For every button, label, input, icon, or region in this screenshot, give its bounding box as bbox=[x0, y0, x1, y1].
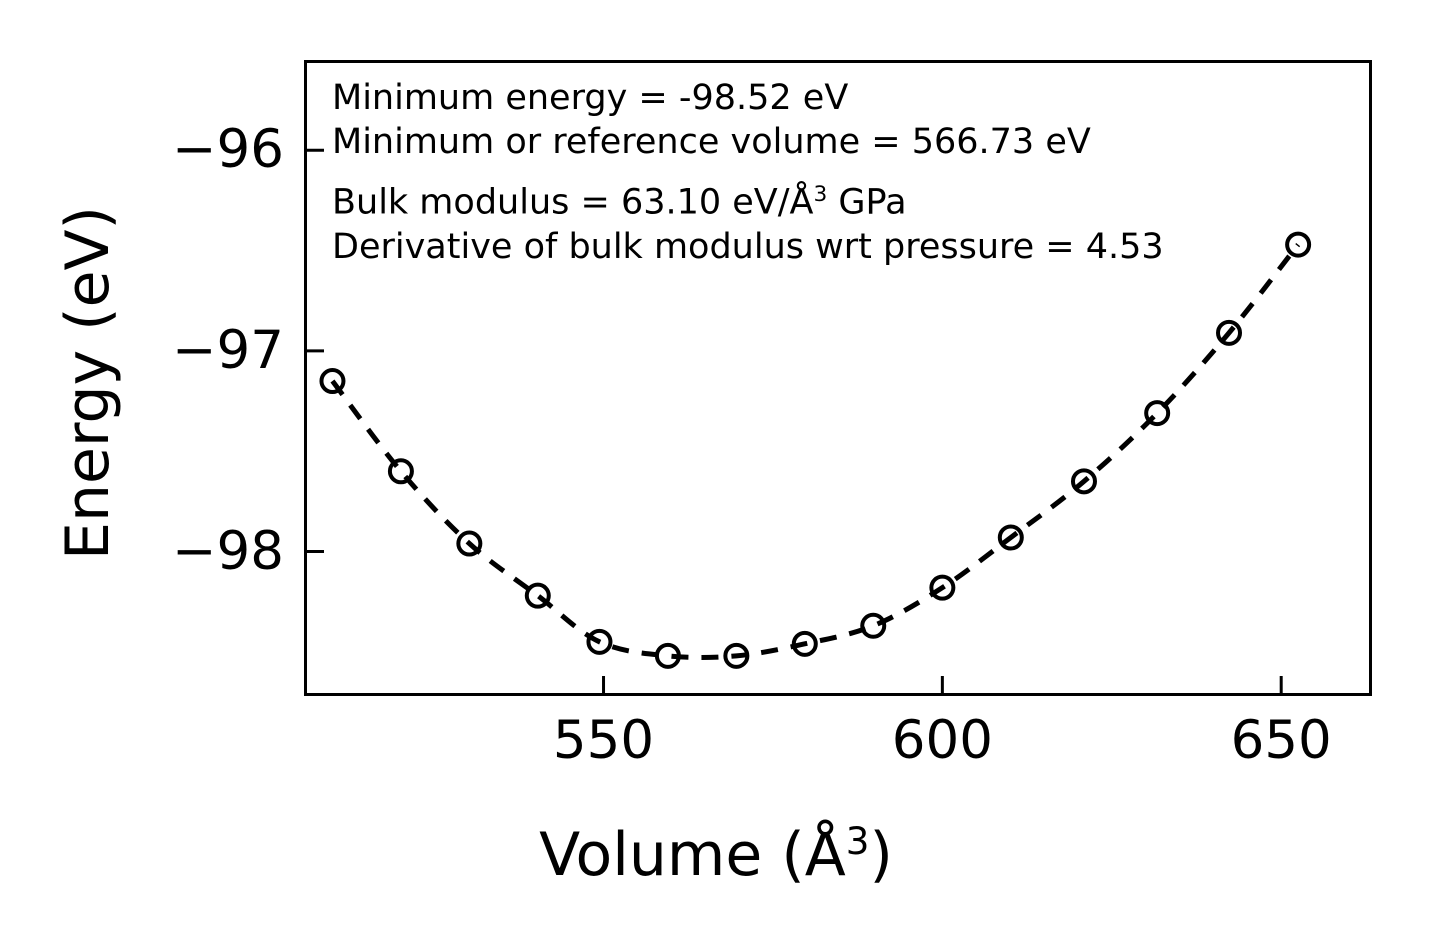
y-axis-title: Energy (eV) bbox=[53, 206, 123, 560]
plot-axes-frame bbox=[304, 60, 1372, 696]
x-axis-title-superscript: 3 bbox=[845, 819, 870, 863]
annotation-min-volume: Minimum or reference volume = 566.73 eV bbox=[332, 122, 1091, 162]
y-tick-label: −98 bbox=[172, 520, 284, 582]
fit-results-annotation: Minimum energy = -98.52 eV Minimum or re… bbox=[332, 76, 1164, 269]
annotation-bulk-modulus-derivative: Derivative of bulk modulus wrt pressure … bbox=[332, 226, 1164, 267]
x-tick-label: 600 bbox=[891, 710, 993, 771]
annotation-min-energy: Minimum energy = -98.52 eV bbox=[332, 78, 849, 118]
annotation-bulk-modulus-suffix: GPa bbox=[827, 182, 907, 223]
y-tick-label: −97 bbox=[172, 319, 284, 381]
y-tick-label: −96 bbox=[172, 119, 284, 181]
annotation-bulk-modulus-prefix: Bulk modulus = 63.10 eV/Å bbox=[332, 182, 814, 223]
x-tick-label: 550 bbox=[552, 710, 655, 771]
x-tick-label: 650 bbox=[1230, 710, 1332, 771]
x-axis-title: Volume (Å3) bbox=[0, 805, 1432, 891]
annotation-bulk-modulus-superscript: 3 bbox=[813, 182, 828, 207]
x-axis-title-suffix: ) bbox=[869, 820, 893, 890]
annotation-bulk-modulus: Bulk modulus = 63.10 eV/Å3 GPa bbox=[332, 173, 1164, 225]
x-axis-title-prefix: Volume (Å bbox=[539, 820, 846, 890]
